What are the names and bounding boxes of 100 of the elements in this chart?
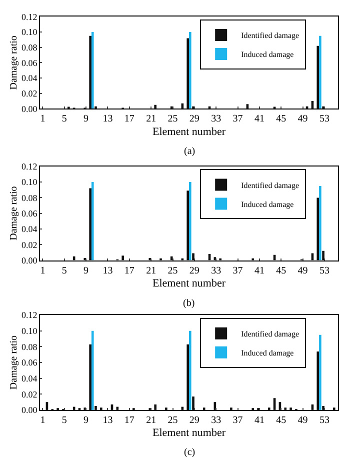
- x-tick-label: 25: [168, 114, 178, 125]
- bar: [94, 106, 97, 109]
- bar: [186, 344, 189, 410]
- x-tick-label: 17: [124, 114, 134, 125]
- text: (a): [184, 146, 196, 157]
- legend-label: Induced damage: [241, 348, 294, 358]
- bar: [192, 396, 194, 410]
- x-tick-label: 29: [189, 265, 200, 276]
- bar: [319, 334, 322, 410]
- x-tick-label: 41: [254, 114, 264, 125]
- bar: [322, 250, 324, 260]
- x-tick-label: 45: [276, 414, 286, 426]
- x-tick-label: 53: [319, 114, 330, 125]
- legend-label: Identified damage: [241, 31, 300, 40]
- y-tick-label: 0.02: [21, 389, 38, 400]
- bar: [319, 36, 322, 109]
- legend-label: Identified damage: [241, 330, 300, 339]
- y-tick-label: 0.04: [21, 373, 38, 384]
- y-tick-label: 0.10: [21, 326, 38, 336]
- bar: [316, 198, 320, 260]
- y-tick-label: 0.04: [21, 224, 38, 234]
- x-tick-label: 5: [62, 414, 67, 426]
- legend-label: Induced damage: [241, 50, 294, 60]
- bar: [192, 253, 194, 260]
- x-tick-label: 53: [319, 414, 330, 426]
- y-tick-label: 0.10: [21, 27, 38, 38]
- x-tick-label: 33: [211, 414, 222, 426]
- bar: [91, 182, 94, 260]
- bar: [186, 190, 189, 260]
- x-axis-title: Element number: [152, 126, 226, 138]
- x-tick-label: 45: [276, 114, 286, 125]
- x-tick-label: 21: [146, 114, 156, 125]
- y-tick-label: 0.10: [21, 177, 38, 188]
- bar: [319, 186, 322, 260]
- y-tick-label: 0.06: [21, 208, 38, 218]
- x-tick-label: 21: [146, 414, 156, 426]
- x-tick-label: 49: [298, 414, 308, 426]
- x-tick-label: 9: [84, 114, 89, 125]
- x-axis-title: Element number: [152, 427, 226, 440]
- bar: [89, 344, 92, 410]
- bar: [89, 36, 92, 109]
- text: (c): [184, 447, 196, 458]
- x-tick-label: 49: [298, 114, 308, 125]
- x-tick-label: 17: [124, 265, 134, 276]
- x-tick-label: 53: [319, 265, 330, 276]
- x-tick-label: 37: [232, 265, 243, 276]
- x-axis-title: Element number: [152, 278, 226, 290]
- x-tick-label: 45: [276, 265, 286, 276]
- text: (b): [183, 298, 195, 309]
- x-tick-label: 29: [189, 414, 200, 426]
- x-tick-label: 33: [211, 114, 222, 125]
- y-tick-label: 0.02: [21, 240, 38, 250]
- y-tick-label: 0.06: [21, 358, 38, 368]
- bar: [154, 404, 156, 410]
- x-tick-label: 13: [102, 265, 113, 276]
- bar: [91, 330, 94, 410]
- x-tick-label: 37: [232, 414, 243, 426]
- x-tick-label: 1: [40, 265, 46, 276]
- x-tick-label: 49: [298, 265, 308, 276]
- x-tick-label: 1: [40, 114, 46, 125]
- x-tick-label: 25: [168, 414, 178, 426]
- bar: [189, 32, 192, 109]
- x-tick-label: 21: [146, 265, 156, 276]
- legend-label: Induced damage: [241, 200, 294, 209]
- bar: [316, 351, 320, 410]
- y-axis-title: Damage ratio: [8, 335, 20, 390]
- y-tick-label: 0.00: [21, 255, 38, 266]
- legend-label: Identified damage: [241, 180, 300, 190]
- x-tick-label: 5: [62, 114, 67, 125]
- bar: [89, 188, 92, 260]
- y-axis-title: Damage ratio: [8, 186, 20, 240]
- x-tick-label: 37: [232, 114, 243, 125]
- y-tick-label: 0.00: [21, 405, 38, 416]
- x-tick-label: 5: [62, 265, 67, 276]
- x-tick-label: 41: [254, 414, 264, 426]
- x-tick-label: 1: [40, 414, 46, 426]
- y-tick-label: 0.08: [21, 192, 38, 203]
- y-tick-label: 0.12: [21, 12, 38, 22]
- x-tick-label: 41: [254, 265, 264, 276]
- y-axis-title: Damage ratio: [8, 36, 20, 90]
- bar: [94, 406, 97, 410]
- x-tick-label: 9: [84, 265, 89, 276]
- y-tick-label: 0.12: [21, 310, 38, 320]
- bar: [316, 46, 320, 109]
- x-tick-label: 29: [189, 114, 200, 125]
- bar: [91, 32, 94, 109]
- y-tick-label: 0.12: [21, 162, 38, 172]
- x-tick-label: 25: [168, 265, 178, 276]
- x-tick-label: 17: [124, 414, 134, 426]
- y-tick-label: 0.08: [21, 342, 38, 352]
- y-tick-label: 0.08: [21, 42, 38, 53]
- x-tick-label: 33: [211, 265, 222, 276]
- y-tick-label: 0.04: [21, 73, 38, 84]
- bar: [122, 256, 124, 260]
- x-tick-label: 9: [84, 414, 89, 426]
- bar: [154, 104, 156, 109]
- bar: [186, 38, 189, 109]
- x-tick-label: 13: [102, 114, 113, 125]
- y-tick-label: 0.02: [21, 88, 38, 99]
- bar: [189, 330, 192, 410]
